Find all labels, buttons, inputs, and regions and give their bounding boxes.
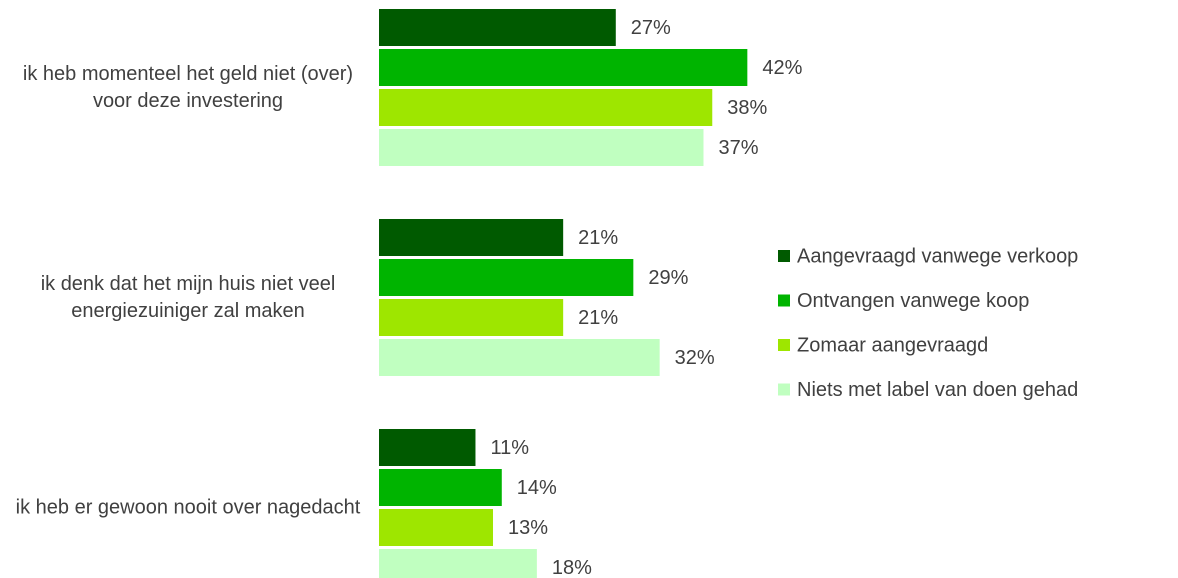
bar (379, 469, 502, 506)
value-label: 29% (648, 267, 688, 289)
bar (379, 299, 564, 336)
value-label: 38% (727, 97, 767, 119)
value-label: 32% (675, 347, 715, 369)
value-label: 37% (718, 137, 758, 159)
legend-label: Niets met label van doen gehad (797, 379, 1078, 401)
value-label: 27% (631, 17, 671, 39)
value-label: 42% (762, 57, 802, 79)
category-label: ik heb er gewoon nooit over nagedacht (15, 496, 361, 518)
value-label: 13% (508, 517, 548, 539)
legend-label: Aangevraagd vanwege verkoop (797, 245, 1078, 267)
legend-label: Zomaar aangevraagd (797, 334, 988, 356)
legend-swatch (778, 339, 790, 351)
bar (379, 259, 634, 296)
bar (379, 219, 564, 256)
bar (379, 429, 476, 466)
value-label: 21% (578, 307, 618, 329)
bar (379, 509, 494, 546)
value-label: 11% (490, 437, 529, 459)
bar (379, 549, 537, 578)
category-label: ik denk dat het mijn huis niet veel ener… (40, 272, 336, 322)
value-label: 14% (517, 477, 557, 499)
legend-swatch (778, 250, 790, 262)
category-label: ik heb momenteel het geld niet (over) vo… (22, 62, 354, 112)
bar (379, 9, 616, 46)
value-label: 21% (578, 227, 618, 249)
bar (379, 129, 704, 166)
legend-swatch (778, 294, 790, 307)
bar (379, 49, 748, 86)
bar (379, 339, 660, 376)
bar (379, 89, 713, 126)
legend-swatch (778, 383, 790, 396)
value-label: 18% (552, 557, 592, 578)
legend-label: Ontvangen vanwege koop (797, 290, 1029, 312)
